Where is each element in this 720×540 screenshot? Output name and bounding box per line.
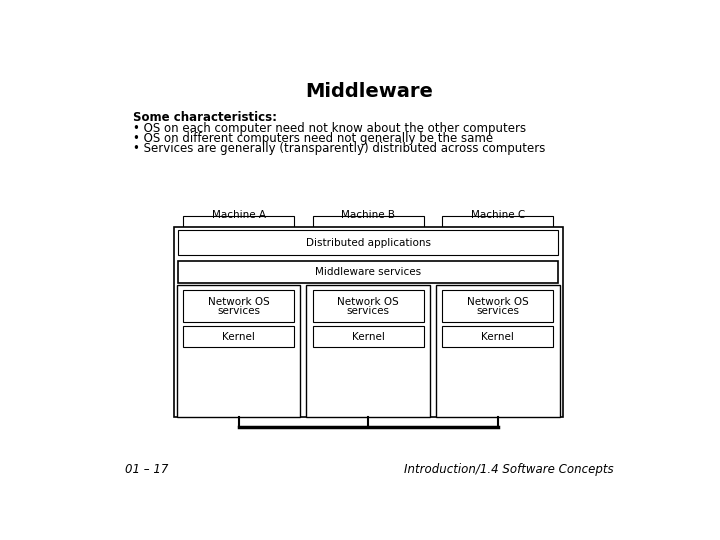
Bar — [179, 231, 558, 255]
Text: services: services — [347, 306, 390, 316]
Text: Kernel: Kernel — [482, 332, 514, 342]
Bar — [442, 326, 554, 347]
Text: Kernel: Kernel — [352, 332, 384, 342]
Text: Kernel: Kernel — [222, 332, 255, 342]
Bar — [312, 326, 424, 347]
Text: Middleware: Middleware — [305, 82, 433, 101]
Text: 01 – 17: 01 – 17 — [125, 463, 168, 476]
Bar — [177, 285, 300, 417]
Text: Machine C: Machine C — [471, 210, 525, 220]
Bar — [312, 289, 424, 322]
Bar — [307, 285, 430, 417]
Bar — [183, 289, 294, 322]
Bar — [183, 215, 294, 226]
Text: Network OS: Network OS — [338, 297, 399, 307]
Text: Network OS: Network OS — [467, 297, 528, 307]
Text: Middleware services: Middleware services — [315, 267, 421, 277]
Text: Some characteristics:: Some characteristics: — [132, 111, 276, 124]
Bar — [183, 326, 294, 347]
Text: Network OS: Network OS — [207, 297, 269, 307]
Bar — [174, 226, 563, 417]
Bar — [442, 289, 554, 322]
Text: • Services are generally (transparently) distributed across computers: • Services are generally (transparently)… — [132, 142, 545, 155]
Bar — [442, 215, 554, 226]
Text: services: services — [217, 306, 260, 316]
Text: • OS on different computers need not generally be the same: • OS on different computers need not gen… — [132, 132, 492, 145]
Bar — [179, 261, 558, 283]
Text: Distributed applications: Distributed applications — [306, 238, 431, 248]
Text: Machine A: Machine A — [212, 210, 266, 220]
Text: Machine B: Machine B — [341, 210, 395, 220]
Text: services: services — [477, 306, 519, 316]
Bar — [312, 215, 424, 226]
Text: • OS on each computer need not know about the other computers: • OS on each computer need not know abou… — [132, 122, 526, 135]
Bar — [436, 285, 559, 417]
Text: Introduction/1.4 Software Concepts: Introduction/1.4 Software Concepts — [403, 463, 613, 476]
